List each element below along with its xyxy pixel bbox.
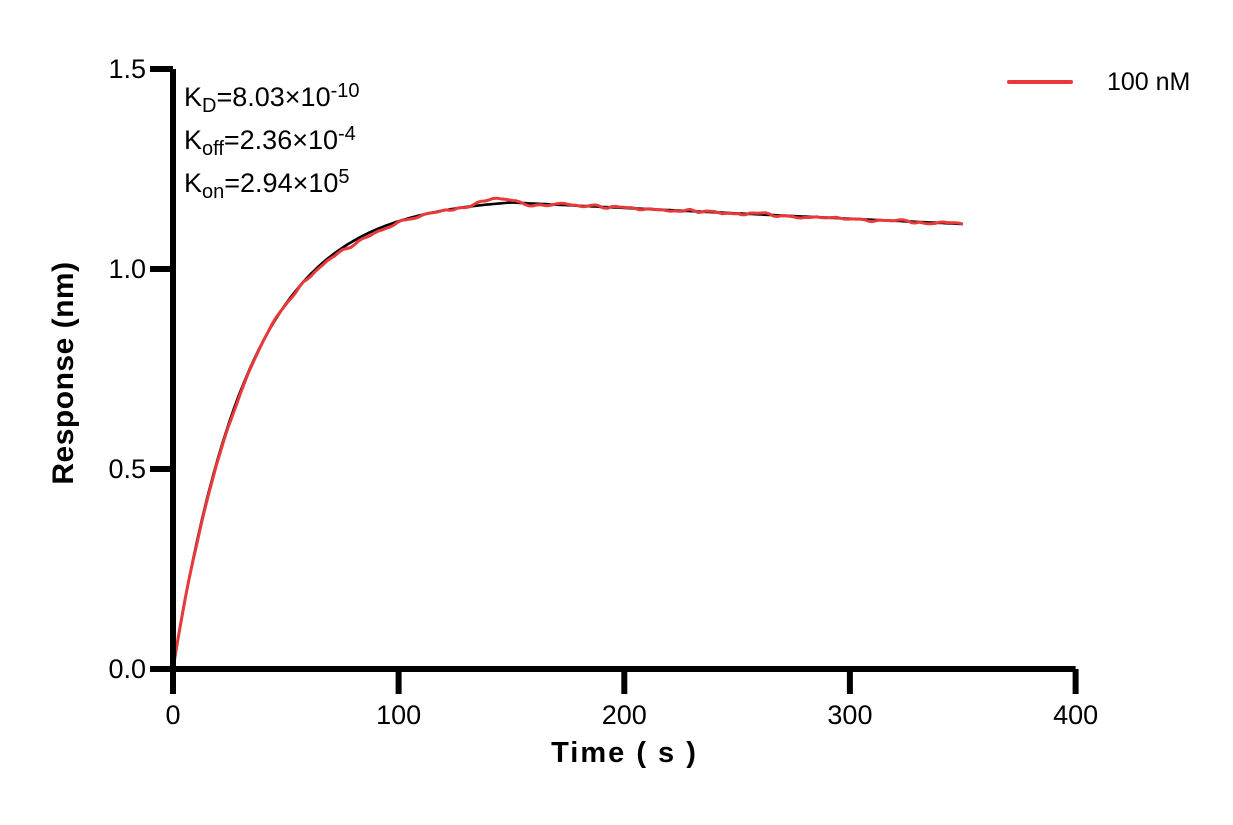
kinetic-constants: KD=8.03×10-10 Koff=2.36×10-4 Kon=2.94×105 <box>184 70 360 203</box>
y-tick-label: 0.0 <box>108 654 146 684</box>
y-tick-label: 1.0 <box>108 254 146 284</box>
x-tick-label: 0 <box>165 700 181 730</box>
axes <box>150 66 1079 694</box>
y-tick-label: 0.5 <box>108 454 146 484</box>
y-axis-title: Response (nm) <box>47 261 80 485</box>
x-tick-label: 400 <box>1053 700 1099 730</box>
legend-label: 100 nM <box>1107 68 1191 96</box>
x-tick-label: 200 <box>601 700 647 730</box>
y-tick-label: 1.5 <box>108 54 146 84</box>
measured-curve-100nM <box>171 196 964 670</box>
x-tick-label: 100 <box>376 700 422 730</box>
x-axis-title: Time ( s ) <box>551 737 698 769</box>
kinetic-annotation-line: Koff=2.36×10-4 <box>184 123 356 160</box>
curves <box>171 196 964 670</box>
fit-curve <box>171 201 963 670</box>
x-tick-label: 300 <box>827 700 873 730</box>
legend-line-swatch <box>1007 80 1073 84</box>
kinetic-annotation-line: Kon=2.94×105 <box>184 166 350 203</box>
kinetic-annotation-line: KD=8.03×10-10 <box>184 80 360 117</box>
